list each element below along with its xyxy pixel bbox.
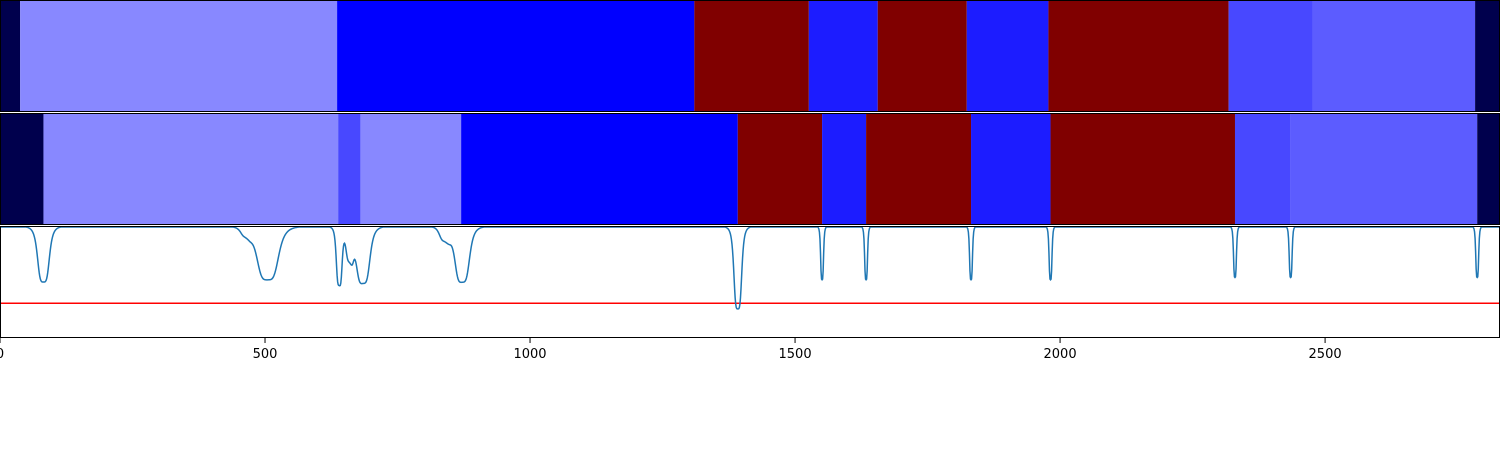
- x-tick-label-3: 1500: [779, 347, 812, 362]
- x-tick-label-0: 0: [0, 347, 4, 362]
- segmentation-top-segment-9: [1312, 0, 1476, 112]
- segmentation-top-segment-8: [1228, 0, 1313, 112]
- segmentation-middle-segment-9: [1050, 113, 1235, 225]
- segmentation-middle-segment-1: [43, 113, 339, 225]
- segmentation-middle-segment-2: [338, 113, 361, 225]
- segmentation-top-segment-6: [966, 0, 1049, 112]
- segmentation-top-segment-3: [694, 0, 809, 112]
- signal-panel: [0, 226, 1500, 310]
- segmentation-middle-segment-0: [0, 113, 44, 225]
- segmentation-middle-segment-7: [866, 113, 972, 225]
- segmentation-middle-segment-8: [971, 113, 1051, 225]
- segmentation-track-top: [0, 0, 1500, 112]
- segmentation-middle-segment-11: [1290, 113, 1478, 225]
- signal-line: [0, 226, 1500, 310]
- segmentation-track-middle: [0, 113, 1500, 225]
- x-axis: 0 500 1000 1500 2000 2500: [0, 338, 1342, 362]
- x-tick-label-2: 1000: [513, 347, 546, 362]
- segmentation-middle-segment-3: [360, 113, 462, 225]
- segmentation-top-segment-7: [1048, 0, 1229, 112]
- segmentation-top-segment-1: [20, 0, 338, 112]
- segmentation-top-segment-4: [808, 0, 878, 112]
- segmentation-middle-segment-4: [461, 113, 738, 225]
- segmentation-middle-segment-5: [737, 113, 823, 225]
- segmentation-middle-segment-6: [822, 113, 867, 225]
- x-tick-label-5: 2500: [1309, 347, 1342, 362]
- segmentation-top-segment-0: [0, 0, 21, 112]
- segmentation-middle-segment-10: [1234, 113, 1291, 225]
- x-tick-label-4: 2000: [1044, 347, 1077, 362]
- segmentation-top-segment-5: [877, 0, 967, 112]
- segmentation-middle-segment-12: [1477, 113, 1500, 225]
- x-tick-label-1: 500: [253, 347, 278, 362]
- signal-panel-frame: [0, 226, 1500, 338]
- segmentation-top-segment-2: [337, 0, 695, 112]
- segmentation-top-segment-10: [1475, 0, 1500, 112]
